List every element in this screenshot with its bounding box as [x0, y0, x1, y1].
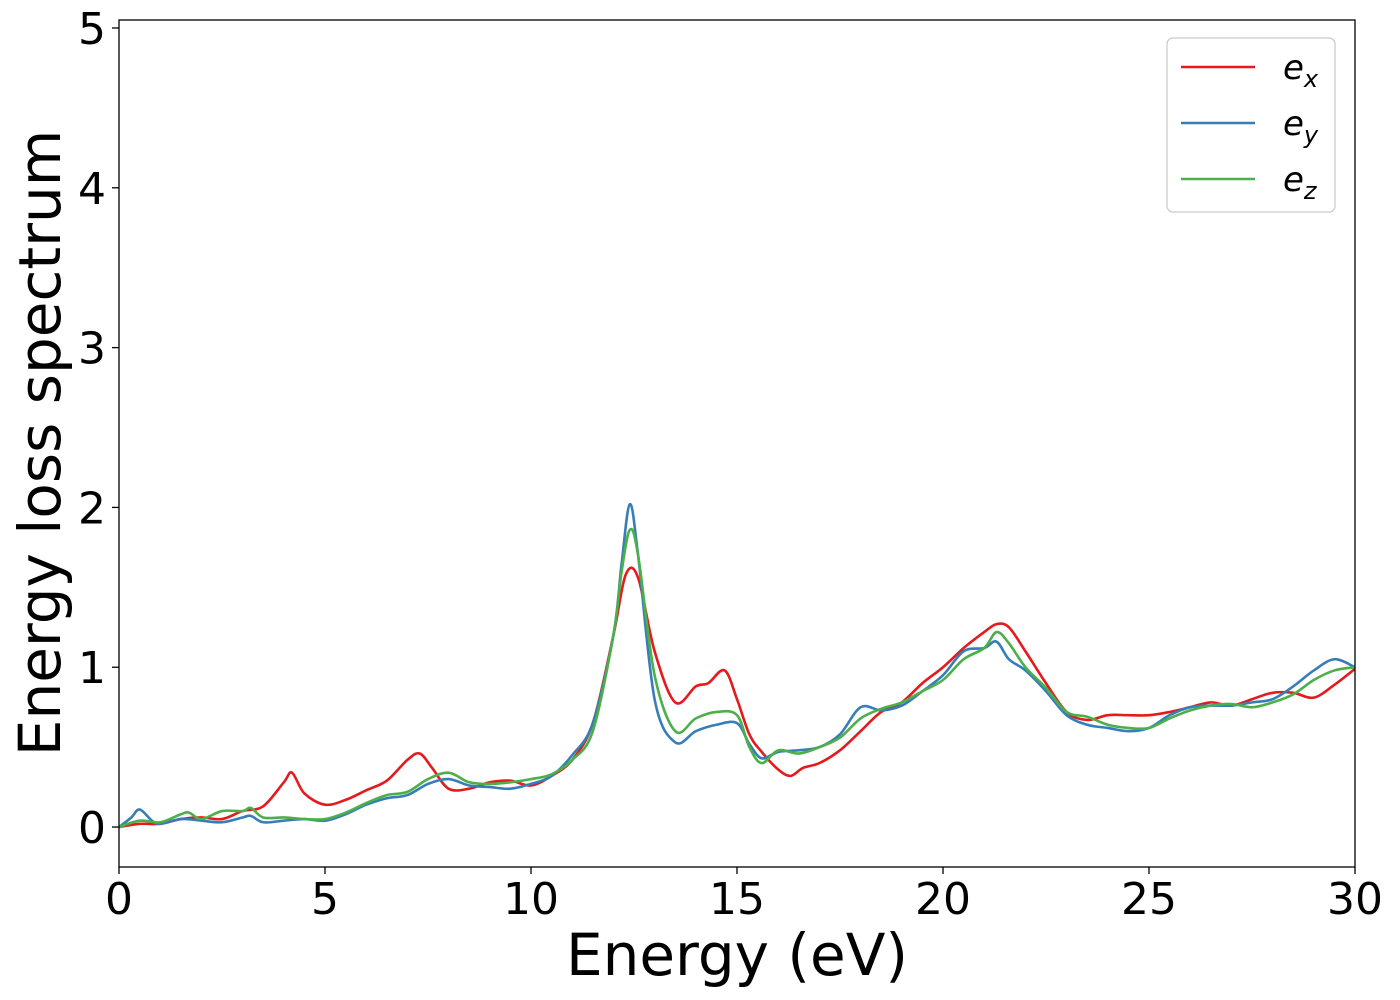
legend-label-e-z: ez — [1283, 160, 1318, 205]
y-axis: 0 1 2 3 4 5 — [78, 4, 119, 854]
series-line-e-x — [119, 566, 1355, 829]
y-tick-label: 5 — [78, 4, 106, 55]
x-tick-label: 25 — [1121, 874, 1177, 925]
legend-box — [1166, 37, 1336, 213]
x-axis-label: Energy (eV) — [566, 921, 908, 989]
x-tick-label: 0 — [105, 874, 133, 925]
x-axis: 0 5 10 15 20 25 30 — [105, 867, 1383, 925]
x-tick-label: 10 — [503, 874, 559, 925]
y-tick-label: 3 — [78, 324, 106, 375]
x-tick-label: 15 — [709, 874, 765, 925]
series-line-e-y — [119, 502, 1355, 829]
series-line-e-z — [119, 527, 1355, 829]
y-tick-label: 1 — [78, 643, 106, 694]
y-axis-label: Energy loss spectrum — [6, 130, 74, 756]
legend-label-e-y: ey — [1283, 104, 1319, 149]
legend: ex ey ez — [1166, 37, 1336, 213]
y-tick-label: 4 — [78, 164, 106, 215]
y-tick-label: 0 — [78, 803, 106, 854]
x-tick-label: 20 — [915, 874, 971, 925]
legend-label-e-x: ex — [1283, 48, 1319, 93]
x-tick-label: 5 — [311, 874, 339, 925]
y-tick-label: 2 — [78, 483, 106, 534]
series-layer — [119, 502, 1355, 829]
x-tick-label: 30 — [1327, 874, 1383, 925]
